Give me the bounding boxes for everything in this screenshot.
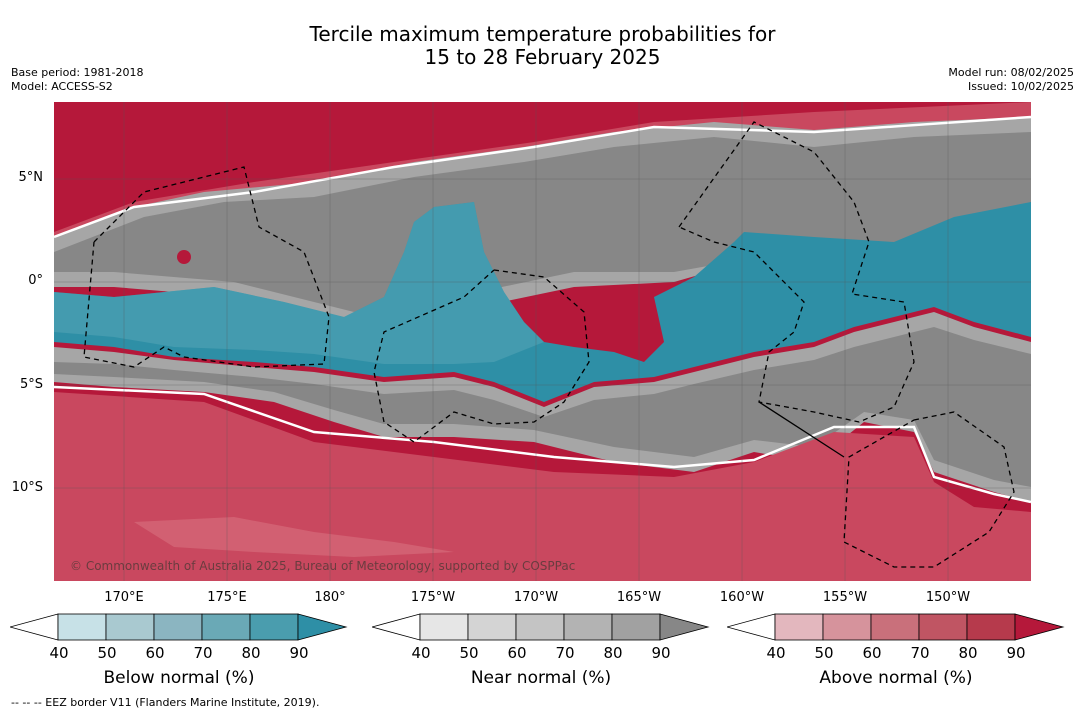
model-name: Model: ACCESS-S2 (11, 80, 113, 93)
lon-label-160w: 160°W (719, 590, 765, 605)
lon-label-155w: 155°W (822, 590, 868, 605)
tick: 40 (766, 644, 786, 662)
tick: 40 (411, 644, 431, 662)
lon-label-165w: 165°W (616, 590, 662, 605)
lon-label-170e: 170°E (104, 590, 144, 605)
lat-label-0: 0° (28, 273, 43, 288)
colorbar-segment (249, 613, 299, 641)
colorbar-segment (563, 613, 613, 641)
colorbar-extend-low (370, 613, 421, 641)
colorbar-segment (515, 613, 565, 641)
tick: 50 (97, 644, 117, 662)
colorbar-extend-low (8, 613, 59, 641)
colorbar-segment (467, 613, 517, 641)
lon-label-175e: 175°E (207, 590, 247, 605)
tick: 70 (910, 644, 930, 662)
lon-label-170w: 170°W (513, 590, 559, 605)
colorbar-extend-high (297, 613, 348, 641)
colorbar-near-normal (370, 612, 712, 646)
map-title-line1: Tercile maximum temperature probabilitie… (309, 22, 776, 46)
colorbar-title-above: Above normal (%) (819, 668, 973, 688)
colorbar-extend-low (725, 613, 776, 641)
lon-label-175w: 175°W (410, 590, 456, 605)
colorbar-near-svg (370, 613, 710, 641)
tick: 40 (49, 644, 69, 662)
tick: 60 (862, 644, 882, 662)
grid-lines (54, 102, 1031, 581)
colorbar-segment (57, 613, 107, 641)
contour-north (54, 115, 1031, 239)
below-normal-mid (54, 202, 544, 364)
tick: 70 (193, 644, 213, 662)
colorbar-segment (201, 613, 251, 641)
tick: 60 (145, 644, 165, 662)
border-solid (758, 401, 845, 458)
tick: 90 (289, 644, 309, 662)
lat-label-10s: 10°S (11, 480, 43, 495)
issued-date: Issued: 10/02/2025 (967, 80, 1074, 93)
eez-footnote: -- -- -- EEZ border V11 (Flanders Marine… (11, 696, 320, 709)
above-normal-spot (177, 250, 191, 264)
copyright-notice: © Commonwealth of Australia 2025, Bureau… (70, 559, 576, 573)
colorbar-title-below: Below normal (%) (103, 668, 255, 688)
contour-south (54, 385, 1031, 504)
eez-borders (83, 121, 1015, 568)
map-title-line2: 15 to 28 February 2025 (424, 45, 661, 69)
lon-label-150w: 150°W (925, 590, 971, 605)
colorbar-segment (966, 613, 1016, 641)
lon-label-180: 180° (314, 590, 346, 605)
tick: 50 (459, 644, 479, 662)
lat-label-5s: 5°S (19, 377, 43, 392)
colorbar-segment (774, 613, 824, 641)
colorbar-extend-high (659, 613, 710, 641)
colorbar-segment (105, 613, 155, 641)
tick: 60 (507, 644, 527, 662)
probability-map: © Commonwealth of Australia 2025, Bureau… (54, 102, 1031, 581)
model-run: Model run: 08/02/2025 (948, 66, 1074, 79)
colorbar-above-normal (725, 612, 1067, 646)
above-normal-light-patch (134, 517, 454, 557)
tick: 90 (651, 644, 671, 662)
near-normal-north-core (54, 132, 1031, 312)
colorbar-segment (419, 613, 469, 641)
colorbar-above-svg (725, 613, 1065, 641)
tick: 70 (555, 644, 575, 662)
colorbar-segment (822, 613, 872, 641)
colorbar-segment (870, 613, 920, 641)
tick: 90 (1006, 644, 1026, 662)
tick: 80 (241, 644, 261, 662)
colorbar-title-near: Near normal (%) (470, 668, 612, 688)
tick: 80 (958, 644, 978, 662)
tick: 50 (814, 644, 834, 662)
colorbar-segment (918, 613, 968, 641)
colorbar-below-normal (8, 612, 350, 646)
colorbar-below-svg (8, 613, 348, 641)
tick: 80 (603, 644, 623, 662)
colorbar-extend-high (1014, 613, 1065, 641)
colorbar-segment (153, 613, 203, 641)
lat-label-5n: 5°N (18, 170, 44, 185)
base-period: Base period: 1981-2018 (11, 66, 144, 79)
near-normal-south-core (54, 327, 1031, 487)
colorbar-segment (611, 613, 661, 641)
